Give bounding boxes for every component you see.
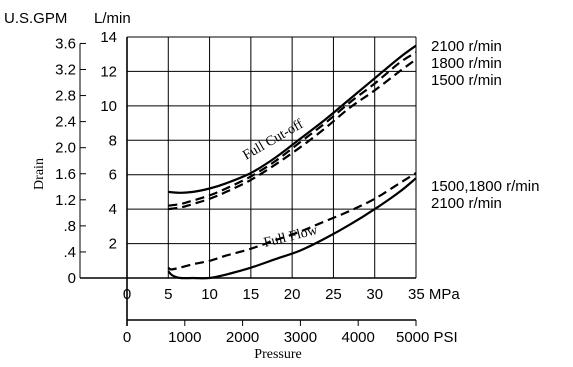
y-tick-lpm-label: 8: [109, 132, 117, 149]
y-tick-lpm-label: 10: [100, 98, 117, 115]
y-unit-lpm-label: L/min: [94, 10, 131, 27]
series-line-flow-4: [167, 177, 417, 280]
axes: [79, 37, 416, 326]
y-tick-gpm-label: 3.2: [55, 62, 76, 79]
series-label-flow-2100: 2100 r/min: [431, 195, 502, 212]
y-tick-gpm-label: 2.4: [55, 114, 76, 131]
series-line-cutoff-1: [168, 51, 417, 207]
series-label-cutoff-1500: 1500 r/min: [431, 72, 502, 89]
y-tick-gpm-label: .8: [63, 218, 76, 235]
x-tick-psi-label: 4000: [342, 329, 375, 346]
y-axis-label: Drain: [32, 158, 47, 190]
y-tick-gpm-label: 2.0: [55, 140, 76, 157]
series-label-cutoff-1800: 1800 r/min: [431, 55, 502, 72]
x-tick-mpa-label: 35 MPa: [408, 286, 460, 303]
x-tick-psi-label: 3000: [284, 329, 317, 346]
y-tick-lpm-label: 2: [109, 236, 117, 253]
x-axis-label: Pressure: [254, 347, 301, 362]
x-tick-psi-label: 0: [123, 329, 131, 346]
x-tick-mpa-label: 5: [164, 286, 172, 303]
series-line-cutoff-0: [168, 44, 417, 194]
x-tick-mpa-label: 30: [366, 286, 383, 303]
y-tick-gpm-label: 0: [68, 270, 76, 287]
x-tick-mpa-label: 10: [201, 286, 218, 303]
y-tick-lpm-label: 14: [100, 29, 117, 46]
series-line-flow-3: [167, 172, 417, 271]
y-tick-gpm-label: 1.2: [55, 192, 76, 209]
y-tick-lpm-label: 12: [100, 63, 117, 80]
x-tick-mpa-label: 0: [123, 286, 131, 303]
series-line-cutoff-2: [168, 58, 417, 211]
y-tick-gpm-label: 3.6: [55, 35, 76, 52]
y-tick-gpm-label: 1.6: [55, 166, 76, 183]
x-tick-psi-label: 5000 PSI: [396, 329, 458, 346]
series-label-flow-1500-1800: 1500,1800 r/min: [431, 178, 539, 195]
y-tick-gpm-label: 2.8: [55, 88, 76, 105]
series-label-cutoff-2100: 2100 r/min: [431, 38, 502, 55]
annotation-full-flow: Full Flow: [262, 223, 320, 251]
y-tick-lpm-label: 4: [109, 201, 117, 218]
y-tick-lpm-label: 6: [109, 167, 117, 184]
x-tick-mpa-label: 25: [325, 286, 342, 303]
y-unit-gpm-label: U.S.GPM: [4, 10, 67, 27]
series-lines: [167, 44, 417, 280]
x-tick-mpa-label: 15: [243, 286, 260, 303]
x-tick-psi-label: 1000: [168, 329, 201, 346]
x-tick-psi-label: 2000: [226, 329, 259, 346]
tick-labels: 2 4 6 8 10 12 14 0 .4 .8 1.2 1.6 2.0 2.4 2.8 3.2 3.6 0 5 10…: [55, 29, 460, 346]
y-tick-gpm-label: .4: [63, 244, 76, 261]
x-tick-mpa-label: 20: [284, 286, 301, 303]
